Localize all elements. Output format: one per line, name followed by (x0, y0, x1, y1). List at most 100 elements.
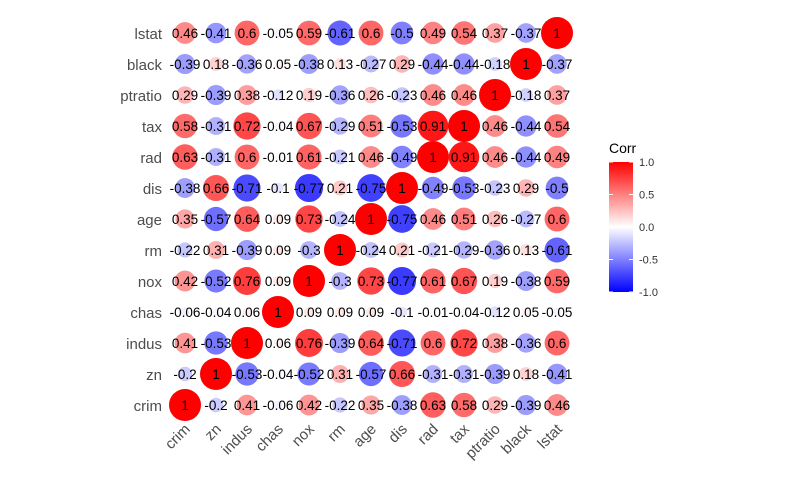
cell-tax-tax (447, 109, 481, 143)
cell-lstat-indus (234, 20, 260, 46)
cell-zn-nox (297, 362, 321, 386)
cell-label-chas-dis: -0.1 (390, 305, 413, 320)
x-label-nox: nox (289, 420, 318, 449)
cell-label-black-indus: -0.36 (232, 57, 263, 72)
cell-rad-ptratio (483, 145, 507, 169)
cell-tax-dis (390, 114, 414, 138)
cell-ptratio-age (362, 86, 380, 104)
y-label-black: black (127, 57, 163, 74)
cell-label-chas-ptratio: -0.12 (480, 305, 511, 320)
cell-label-rm-rm: 1 (336, 243, 344, 258)
cell-label-black-tax: -0.44 (449, 57, 480, 72)
cell-indus-ptratio (484, 332, 506, 354)
cell-black-indus (237, 54, 257, 74)
cell-black-black (509, 47, 543, 81)
cell-indus-black (516, 333, 536, 353)
cell-label-zn-lstat: -0.41 (542, 367, 573, 382)
cell-label-age-ptratio: 0.26 (482, 212, 508, 227)
cell-label-rad-rm: -0.21 (325, 150, 356, 165)
cell-black-crim (174, 53, 196, 75)
cell-label-chas-rm: 0.09 (327, 305, 353, 320)
cell-label-rad-indus: 0.6 (238, 150, 257, 165)
cell-label-crim-nox: 0.42 (296, 398, 322, 413)
cell-label-tax-tax: 1 (460, 119, 468, 134)
cell-label-zn-dis: 0.66 (389, 367, 415, 382)
cell-label-black-chas: 0.05 (265, 57, 291, 72)
x-label-lstat: lstat (534, 420, 566, 452)
cell-lstat-nox (296, 20, 322, 46)
cell-label-age-crim: 0.35 (172, 212, 198, 227)
cell-label-crim-ptratio: 0.29 (482, 398, 508, 413)
cell-chas-lstat (553, 308, 561, 316)
legend-ticks: 1.0 0.5 0.0 -0.5 -1.0 (609, 157, 658, 299)
cell-indus-zn (204, 331, 228, 355)
cell-zn-dis (388, 360, 416, 388)
cell-label-black-nox: -0.38 (294, 57, 325, 72)
cell-crim-indus (236, 394, 258, 416)
cell-rm-chas (272, 244, 284, 256)
cell-crim-nox (298, 394, 320, 416)
cell-label-lstat-nox: 0.59 (296, 26, 322, 41)
cell-label-lstat-black: -0.37 (511, 26, 542, 41)
cell-label-age-indus: 0.64 (234, 212, 261, 227)
cell-label-chas-rad: -0.01 (418, 305, 449, 320)
cell-label-indus-age: 0.64 (358, 336, 385, 351)
cell-nox-lstat (544, 268, 570, 294)
cell-label-rm-tax: -0.29 (449, 243, 480, 258)
cell-label-ptratio-black: -0.18 (511, 88, 542, 103)
cell-label-chas-chas: 1 (274, 305, 282, 320)
cell-label-age-lstat: 0.6 (548, 212, 567, 227)
cell-rm-zn (206, 240, 226, 260)
cell-age-nox (295, 205, 323, 233)
cell-zn-crim (177, 366, 193, 382)
cell-label-zn-nox: -0.52 (294, 367, 325, 382)
cell-dis-tax (452, 176, 476, 200)
y-axis-labels: crim zn indus chas nox rm age dis rad tax ptratio b… (120, 26, 163, 415)
cell-label-chas-tax: -0.04 (449, 305, 480, 320)
cell-label-rm-indus: -0.39 (232, 243, 263, 258)
cell-chas-ptratio (489, 306, 501, 318)
cell-label-nox-rad: 0.61 (420, 274, 446, 289)
cell-label-ptratio-tax: 0.46 (451, 88, 477, 103)
cell-label-ptratio-chas: -0.12 (263, 88, 294, 103)
cell-dis-crim (174, 177, 196, 199)
cell-label-rm-chas: 0.09 (265, 243, 291, 258)
cell-chas-rm (334, 306, 346, 318)
cell-label-dis-age: -0.75 (356, 181, 387, 196)
cell-label-dis-dis: 1 (398, 181, 406, 196)
cell-label-lstat-chas: -0.05 (263, 26, 294, 41)
cell-label-age-rm: -0.24 (325, 212, 356, 227)
cell-zn-lstat (546, 363, 568, 385)
cell-label-lstat-zn: -0.41 (201, 26, 232, 41)
cell-black-zn (208, 56, 224, 72)
cell-label-rm-age: -0.24 (356, 243, 387, 258)
cell-label-nox-tax: 0.67 (451, 274, 477, 289)
cell-crim-tax (451, 392, 477, 418)
cell-crim-crim (168, 388, 202, 422)
cell-label-dis-lstat: -0.5 (545, 181, 568, 196)
cell-label-rad-black: -0.44 (511, 150, 542, 165)
cell-label-rm-crim: -0.22 (170, 243, 201, 258)
y-label-crim: crim (134, 398, 162, 415)
cell-label-indus-lstat: 0.6 (548, 336, 567, 351)
cell-label-dis-chas: -0.1 (266, 181, 289, 196)
cell-zn-zn (199, 357, 233, 391)
cell-label-rad-ptratio: 0.46 (482, 150, 508, 165)
y-label-age: age (137, 212, 162, 229)
cell-label-indus-nox: 0.76 (296, 336, 322, 351)
cell-nox-tax (450, 267, 478, 295)
cell-black-age (362, 55, 380, 73)
cell-label-nox-black: -0.38 (511, 274, 542, 289)
cell-crim-ptratio (486, 396, 504, 414)
cell-label-zn-ptratio: -0.39 (480, 367, 511, 382)
cell-ptratio-dis (394, 87, 410, 103)
cell-label-age-age: 1 (367, 212, 375, 227)
cell-rm-dis (394, 242, 410, 258)
cell-nox-ptratio (487, 273, 503, 289)
cell-label-crim-zn: -0.2 (204, 398, 227, 413)
cell-label-tax-black: -0.44 (511, 119, 542, 134)
cell-label-tax-age: 0.51 (358, 119, 384, 134)
cell-label-zn-crim: -0.2 (173, 367, 196, 382)
cell-indus-tax (450, 329, 478, 357)
